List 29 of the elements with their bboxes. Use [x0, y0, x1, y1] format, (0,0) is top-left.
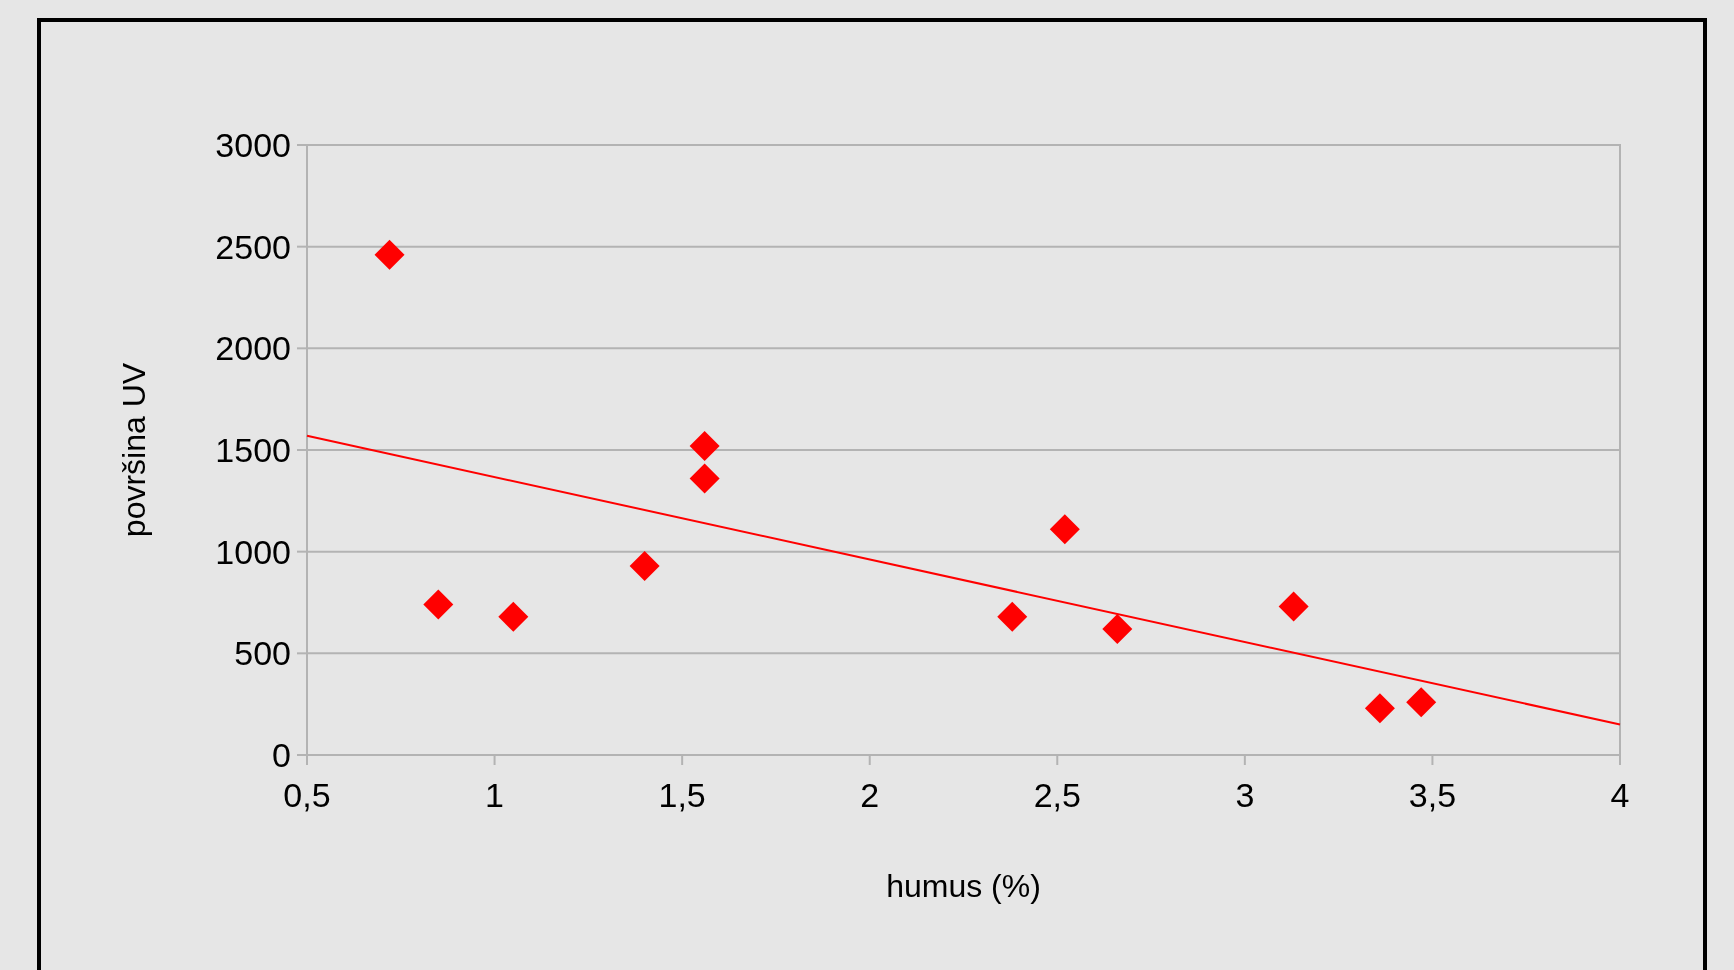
point [374, 239, 405, 270]
point [1364, 693, 1395, 724]
x-tick-label: 1 [485, 776, 505, 814]
point [1406, 687, 1437, 718]
point [1102, 613, 1133, 644]
point [423, 589, 454, 620]
y-tick-label: 500 [234, 634, 291, 673]
x-tick-label: 4 [1610, 776, 1630, 814]
point [689, 430, 720, 461]
point [498, 601, 529, 632]
x-tick-label: 2,5 [1033, 776, 1081, 814]
y-tick-label: 2000 [215, 329, 291, 368]
y-tick-label: 3000 [215, 125, 291, 164]
point [1049, 514, 1080, 545]
y-tick-label: 1500 [215, 430, 291, 469]
y-tick-label: 1000 [215, 532, 291, 571]
x-tick-label: 3,5 [1408, 776, 1457, 814]
point [629, 550, 660, 581]
x-tick-label: 0,5 [283, 776, 331, 814]
point [1278, 591, 1309, 622]
point [689, 463, 720, 494]
y-tick-label: 2500 [215, 227, 291, 266]
y-axis-title: površina UV [116, 362, 152, 538]
x-axis-title: humus (%) [886, 868, 1041, 904]
x-tick-label: 2 [860, 776, 880, 814]
x-tick-label: 1,5 [658, 776, 706, 814]
y-tick-label: 0 [272, 735, 291, 774]
point [997, 601, 1028, 632]
x-tick-label: 3 [1235, 776, 1255, 814]
